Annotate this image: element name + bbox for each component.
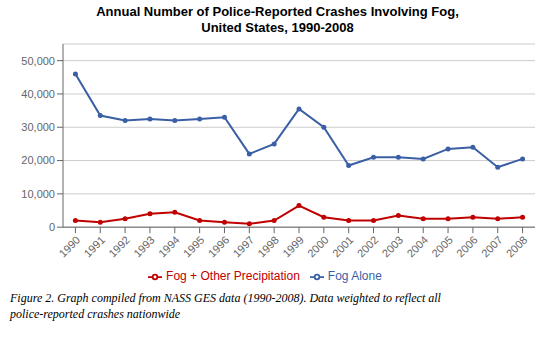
svg-text:1996: 1996 — [206, 234, 232, 260]
html-text:police-reported crashes nation: police-reported crashes nationwide — [10, 307, 181, 321]
svg-text:1998: 1998 — [255, 234, 281, 260]
html-text:Figure 2. Graph compiled from: Figure 2. Graph compiled from NASS GES d… — [10, 291, 441, 305]
svg-text:2001: 2001 — [330, 234, 356, 260]
svg-text:0: 0 — [49, 221, 55, 233]
svg-text:1993: 1993 — [131, 234, 157, 260]
html-text:United States, 1990-2008: United States, 1990-2008 — [201, 20, 354, 35]
svg-text:2000: 2000 — [305, 234, 331, 260]
svg-text:1992: 1992 — [106, 234, 132, 260]
svg-text:10,000: 10,000 — [21, 188, 55, 200]
svg-text:1999: 1999 — [280, 234, 306, 260]
svg-text:1990: 1990 — [57, 234, 83, 260]
svg-text:1995: 1995 — [181, 234, 207, 260]
svg-text:2004: 2004 — [404, 234, 430, 260]
html-text:Fog + Other Precipitation: Fog + Other Precipitation — [166, 269, 300, 284]
svg-text:40,000: 40,000 — [21, 88, 55, 100]
svg-text:30,000: 30,000 — [21, 121, 55, 133]
html-text:Fog Alone: Fog Alone — [327, 269, 382, 284]
svg-text:1997: 1997 — [230, 234, 256, 260]
svg-text:2005: 2005 — [429, 234, 455, 260]
html-text:Annual Number of Police-Report: Annual Number of Police-Reported Crashes… — [96, 4, 459, 19]
svg-text:50,000: 50,000 — [21, 55, 55, 67]
svg-text:1994: 1994 — [156, 234, 182, 260]
svg-text:2002: 2002 — [355, 234, 381, 260]
svg-text:2006: 2006 — [454, 234, 480, 260]
svg-text:2007: 2007 — [479, 234, 505, 260]
svg-text:20,000: 20,000 — [21, 154, 55, 166]
svg-text:2008: 2008 — [504, 234, 530, 260]
svg-text:2003: 2003 — [380, 234, 406, 260]
svg-text:1991: 1991 — [81, 234, 107, 260]
